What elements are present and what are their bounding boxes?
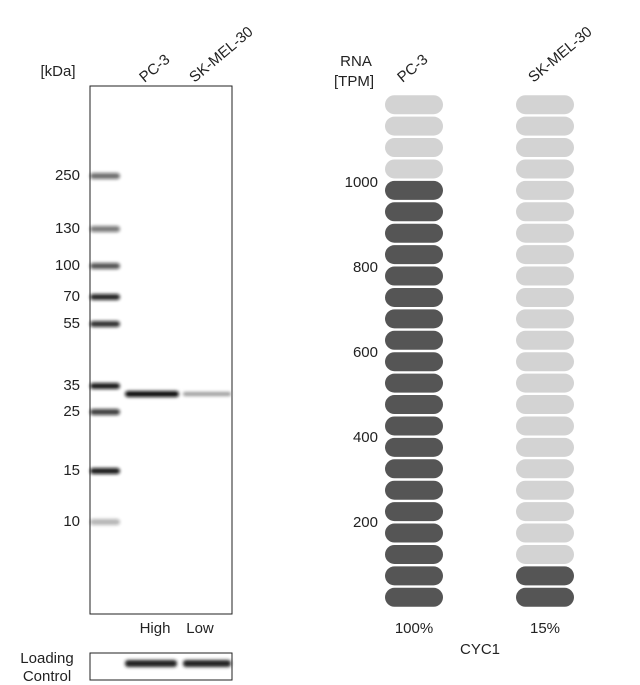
ladder-band [90,263,120,269]
rna-pill [385,480,443,500]
rna-pill [385,138,443,158]
rna-pill [516,330,574,350]
rna-pill [516,159,574,179]
y-tick-label: 400 [353,429,378,446]
loading-label: Loading [20,650,73,667]
level-label: Low [186,620,214,637]
rna-pill [516,287,574,307]
rna-pill [385,502,443,522]
rna-pill [516,245,574,265]
loading-band [183,660,231,667]
rna-pill [516,309,574,329]
rna-pill [385,266,443,286]
rna-pill [385,544,443,564]
y-tick-label: 600 [353,344,378,361]
rna-pill [385,95,443,115]
ladder-band [90,409,120,415]
rna-pill [516,416,574,436]
rna-pill [385,159,443,179]
rna-pill [516,395,574,415]
rna-pill [516,138,574,158]
lane-label: SK-MEL-30 [186,23,256,86]
rna-pill [385,587,443,607]
rna-pill [385,566,443,586]
marker-label: 100 [55,257,80,274]
rna-pill [516,373,574,393]
rna-pill [516,95,574,115]
percent-label: 15% [530,620,560,637]
sample-band [183,392,231,396]
rna-pill [516,480,574,500]
rna-pill [385,309,443,329]
blot-frame [89,85,233,615]
rna-pill [385,437,443,457]
marker-label: 250 [55,167,80,184]
ladder-band [90,519,120,525]
rna-pill [385,395,443,415]
percent-label: 100% [395,620,433,637]
sample-band [125,391,179,397]
lane-label: PC-3 [136,51,173,86]
rna-pill [516,266,574,286]
rna-pill [385,202,443,222]
rna-pill [385,373,443,393]
rna-pill [516,437,574,457]
rna-pill [385,330,443,350]
y-tick-label: 1000 [345,174,378,191]
rna-pill [385,416,443,436]
rna-pill [516,523,574,543]
ladder-band [90,226,120,232]
marker-label: 25 [63,403,80,420]
rna-pill [385,245,443,265]
rna-pill [516,202,574,222]
rna-pill [385,116,443,136]
level-label: High [140,620,171,637]
rna-pill [385,287,443,307]
marker-label: 10 [63,513,80,530]
rna-pill [516,544,574,564]
loading-band [125,660,177,667]
marker-label: 55 [63,315,80,332]
y-tick-label: 200 [353,514,378,531]
loading-label: Control [23,668,71,685]
marker-label: 70 [63,288,80,305]
marker-label: 15 [63,462,80,479]
rna-pill [385,352,443,372]
unit-label: [kDa] [40,63,75,80]
category-label: PC-3 [394,51,431,86]
rna-pill [385,523,443,543]
marker-label: 35 [63,377,80,394]
rna-pill [516,566,574,586]
rna-pill [516,223,574,243]
rna-pill [516,116,574,136]
ladder-band [90,383,120,389]
ladder-band [90,321,120,327]
ladder-band [90,173,120,179]
category-label: SK-MEL-30 [525,23,595,86]
gene-label: CYC1 [460,641,500,658]
rna-pill [516,352,574,372]
rna-pill [516,587,574,607]
rna-pill [516,459,574,479]
rna-pill [516,180,574,200]
y-axis-label: [TPM] [334,73,374,90]
ladder-band [90,468,120,474]
y-tick-label: 800 [353,259,378,276]
marker-label: 130 [55,220,80,237]
rna-pill [385,180,443,200]
ladder-band [90,294,120,300]
rna-pill [516,502,574,522]
y-axis-label: RNA [340,53,372,70]
rna-pill [385,459,443,479]
rna-pill [385,223,443,243]
